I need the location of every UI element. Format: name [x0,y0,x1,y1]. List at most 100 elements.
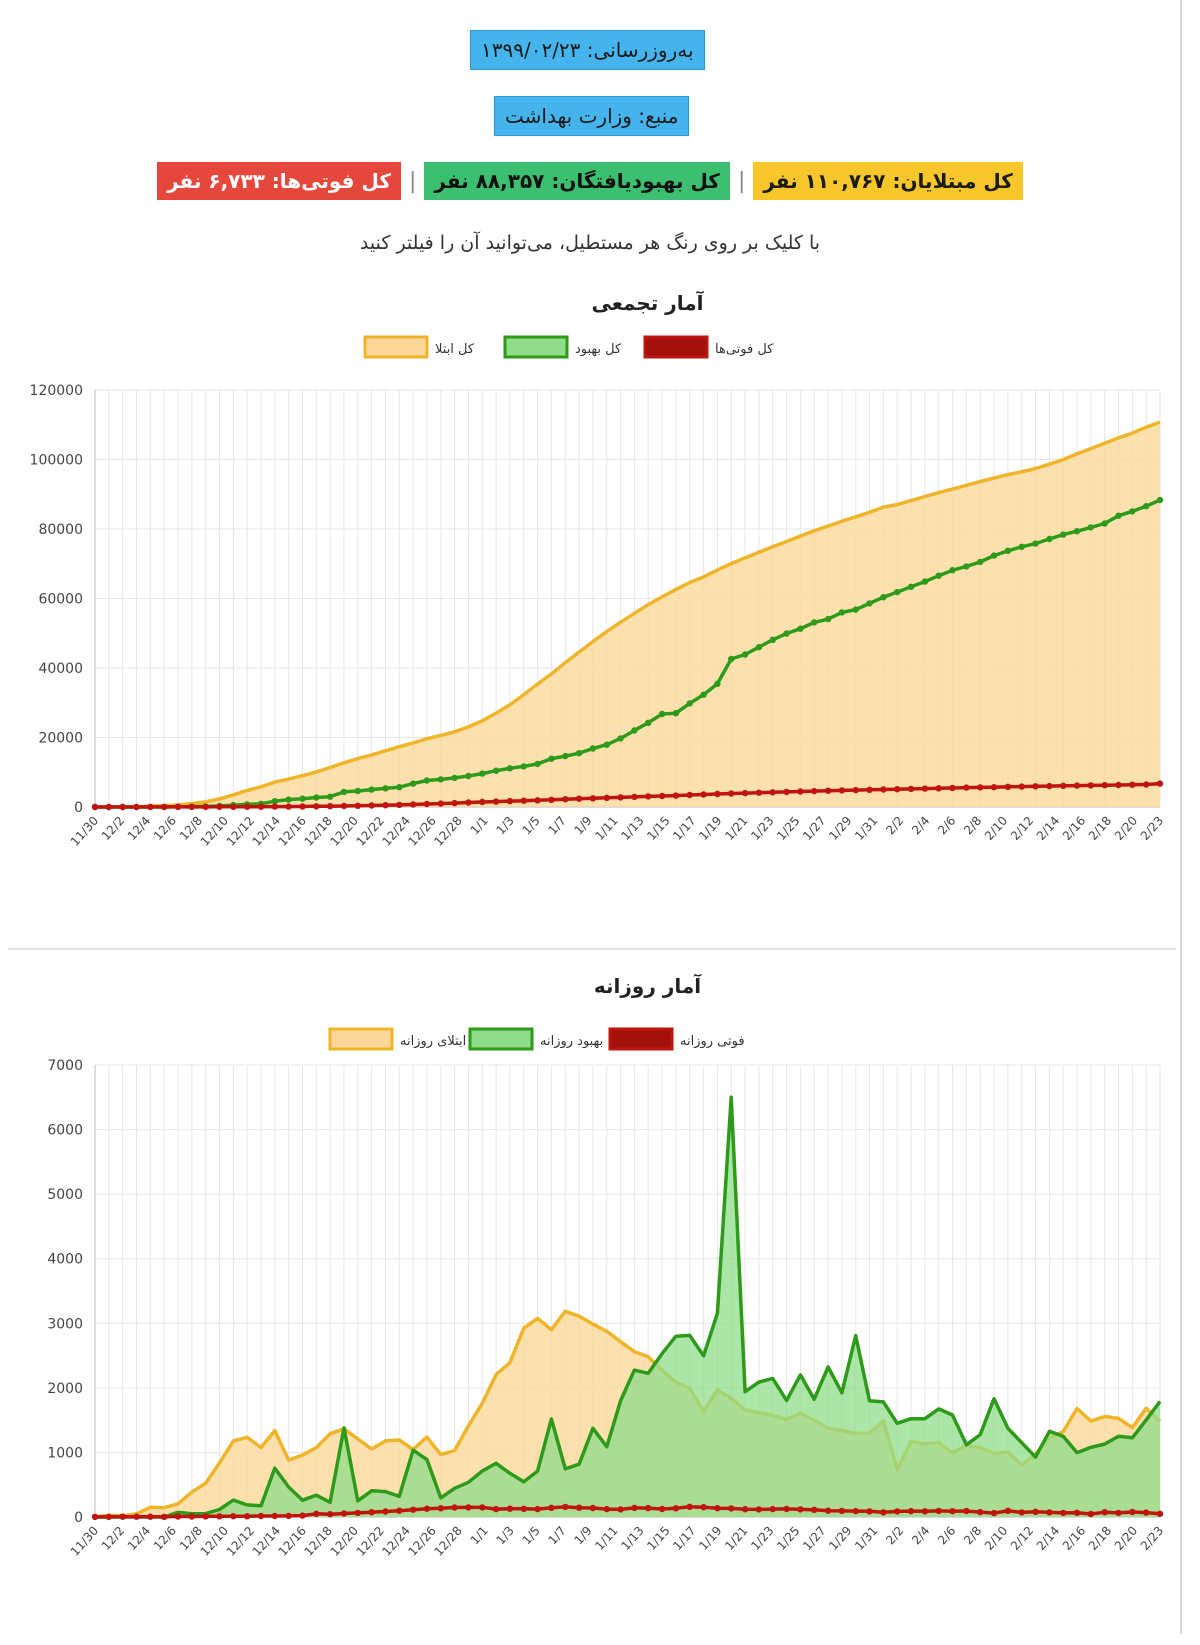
data-point [921,1508,929,1515]
data-point [838,1507,846,1515]
x-tick-label: 12/24 [379,1524,413,1559]
x-tick-label: 12/10 [198,814,232,849]
legend-swatch [328,1027,394,1051]
data-point [894,588,901,596]
data-point [1060,782,1067,789]
data-point [437,776,444,783]
x-tick-label: 1/11 [592,1524,620,1553]
x-tick-label: 2/18 [1086,1524,1114,1553]
data-point [1004,1507,1012,1514]
data-point [658,1505,666,1513]
data-point [382,1508,389,1515]
data-point [354,802,361,809]
x-tick-label: 12/6 [151,1524,179,1553]
data-point [119,1513,126,1520]
data-point [465,799,472,806]
data-point [1060,1509,1067,1517]
x-tick-label: 12/28 [431,1524,465,1559]
data-point [368,802,375,809]
x-tick-label: 12/28 [431,814,465,849]
x-tick-label: 2/2 [883,814,906,838]
data-point [589,1504,597,1512]
data-point [1032,783,1039,790]
x-tick-label: 12/12 [224,1524,258,1559]
data-point [368,786,375,793]
data-point [105,803,113,811]
data-point [1032,540,1039,547]
data-point [714,1505,721,1512]
y-tick-label: 0 [74,800,83,816]
series-area [95,1097,1160,1517]
data-point [1087,524,1095,531]
data-point [492,1505,500,1513]
data-point [340,802,348,810]
legend-label: بهبود روزانه [540,1034,603,1049]
data-point [797,788,804,795]
x-tick-label: 1/25 [774,814,802,843]
data-point [755,1506,763,1513]
data-point [479,770,486,777]
data-point [811,787,818,795]
data-point [977,784,984,791]
y-tick-label: 40000 [38,661,83,677]
data-point [700,1504,707,1511]
data-point [174,1513,182,1520]
data-point [907,583,915,590]
x-tick-label: 2/23 [1138,1524,1166,1553]
data-point [645,1504,652,1512]
data-point [990,1509,998,1517]
data-point [963,1507,970,1515]
data-point [575,750,583,757]
data-point [216,1513,223,1520]
chart-divider [8,948,1176,950]
data-point [907,785,915,793]
y-tick-label: 4000 [47,1252,83,1268]
data-point [714,680,721,687]
data-point [506,1505,514,1512]
data-point [340,1510,348,1517]
x-tick-label: 12/12 [224,814,258,849]
x-tick-label: 2/14 [1034,1524,1062,1553]
data-point [492,798,500,805]
x-tick-label: 1/1 [468,814,491,838]
data-point [326,1511,334,1518]
data-point [1004,783,1012,790]
x-tick-label: 1/13 [618,1524,646,1553]
data-point [866,600,873,607]
x-tick-label: 1/11 [592,814,620,843]
data-point [1115,781,1122,789]
daily-chart: آمار روزانه ابتلای روزانه بهبود روزانه فوتی… [47,973,1166,1559]
total-infected-badge: کل مبتلایان: ۱۱۰,۷۶۷ نفر [753,162,1023,200]
data-point [188,803,195,811]
x-tick-label: 1/3 [494,1524,517,1548]
legend-label: ابتلای روزانه [400,1034,466,1049]
data-point [1101,520,1108,527]
series-line [95,1095,1162,1519]
x-tick-label: 1/19 [696,1524,724,1553]
data-point [949,567,956,574]
data-point [1101,782,1108,789]
data-point [326,793,334,800]
data-point [935,572,942,579]
x-tick-label: 12/20 [327,814,361,849]
data-point [838,609,846,616]
data-point [326,803,334,810]
data-point [382,802,389,809]
data-point [1046,1509,1053,1516]
data-point [437,800,444,807]
x-tick-label: 12/22 [353,1524,387,1559]
x-tick-label: 1/21 [722,814,750,843]
data-point [285,796,292,803]
data-point [202,803,209,811]
x-tick-label: 12/16 [275,1524,309,1559]
data-point [1129,508,1136,515]
chart-title: آمار تجمعی [591,290,704,315]
y-tick-label: 3000 [47,1316,83,1332]
x-tick-label: 12/18 [301,814,335,849]
y-tick-label: 60000 [38,592,83,608]
x-tick-label: 12/4 [125,814,153,843]
data-point [147,1513,154,1520]
data-point [672,792,680,799]
data-point [161,1513,168,1520]
legend-label: کل ابتلا [435,342,475,357]
